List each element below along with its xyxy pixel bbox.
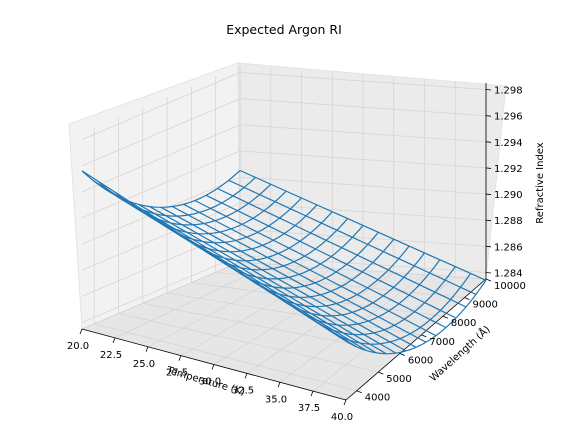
x-tick-mark-1 bbox=[112, 337, 116, 344]
axes bbox=[79, 83, 492, 406]
grid-line-y-6 bbox=[239, 66, 487, 280]
grid-line-z-3 bbox=[81, 176, 487, 245]
y-tick-label-5: 9000 bbox=[472, 300, 497, 311]
y-tick-mark-3 bbox=[421, 334, 427, 338]
z-tick-label-0: 1.284 bbox=[494, 268, 523, 279]
y-tick-mark-2 bbox=[399, 353, 405, 356]
z-tick-label-1: 1.286 bbox=[494, 242, 523, 253]
x-tick-label-8: 40.0 bbox=[331, 412, 353, 423]
surface-line-wavelength-3 bbox=[115, 194, 377, 354]
y-tick-label-2: 6000 bbox=[408, 355, 433, 366]
x-tick-label-4: 30.0 bbox=[199, 377, 221, 388]
grid-line-z-4 bbox=[81, 150, 487, 219]
grid-line-z-2 bbox=[81, 202, 487, 271]
grid-line-y-1 bbox=[118, 117, 379, 373]
x-tick-mark-7 bbox=[310, 390, 314, 397]
surface-line-wavelength-12 bbox=[217, 187, 467, 308]
grid-line-y-5 bbox=[215, 76, 465, 298]
y-tick-mark-0 bbox=[356, 390, 362, 394]
chart-title: Expected Argon RI bbox=[226, 22, 342, 37]
surface-line-wavelength-8 bbox=[172, 205, 427, 343]
z-tick-label-7: 1.298 bbox=[494, 86, 523, 97]
y-axis-label: Wavelength (Å) bbox=[427, 323, 493, 384]
x-tick-mark-3 bbox=[178, 355, 182, 361]
z-tick-mark-7 bbox=[485, 89, 492, 91]
z-tick-mark-0 bbox=[485, 272, 492, 274]
y-tick-label-1: 5000 bbox=[386, 374, 411, 385]
z-tick-mark-2 bbox=[485, 219, 492, 222]
tick-labels: 20.0 22.5 25.0 27.5 30.0 32.5 35.0 37.5 40.0 4000… bbox=[67, 86, 526, 423]
grid-line-z-5 bbox=[81, 124, 487, 193]
surface-line-wavelength-11 bbox=[205, 194, 457, 319]
surface-wireframe bbox=[81, 169, 487, 355]
surface-line-wavelength-6 bbox=[149, 206, 407, 352]
surface-line-wavelength-7 bbox=[160, 206, 417, 348]
z-tick-label-2: 1.288 bbox=[494, 216, 523, 227]
z-tick-mark-4 bbox=[485, 167, 492, 169]
grid-line-z-0 bbox=[81, 255, 487, 323]
y-axis-line bbox=[345, 278, 487, 401]
z-tick-mark-3 bbox=[485, 193, 492, 195]
x-tick-label-3: 27.5 bbox=[166, 368, 188, 379]
z-tick-mark-1 bbox=[485, 245, 492, 248]
x-tick-label-1: 22.5 bbox=[100, 350, 122, 361]
x-tick-label-2: 25.0 bbox=[133, 359, 155, 370]
surface-line-wavelength-13 bbox=[228, 179, 477, 295]
grid-line-z-7 bbox=[81, 72, 487, 140]
z-axis-label: Refractive Index bbox=[535, 142, 546, 223]
x-tick-label-7: 37.5 bbox=[298, 403, 320, 414]
grid-lines bbox=[81, 66, 487, 401]
surface-line-wavelength-4 bbox=[126, 200, 387, 355]
y-tick-mark-6 bbox=[485, 278, 492, 282]
x-tick-mark-0 bbox=[79, 328, 83, 335]
grid-line-y-3 bbox=[166, 96, 422, 336]
z-tick-label-5: 1.294 bbox=[494, 138, 523, 149]
grid-line-y-2 bbox=[142, 107, 400, 354]
y-tick-label-3: 7000 bbox=[429, 337, 454, 348]
x-tick-label-6: 35.0 bbox=[265, 394, 287, 405]
surface-line-wavelength-14 bbox=[239, 169, 487, 281]
z-tick-mark-5 bbox=[485, 141, 492, 143]
x-tick-mark-5 bbox=[244, 373, 248, 379]
x-tick-label-0: 20.0 bbox=[67, 341, 89, 352]
y-tick-label-6: 10000 bbox=[494, 281, 526, 292]
z-tick-label-3: 1.290 bbox=[494, 190, 523, 201]
y-tick-mark-4 bbox=[442, 315, 449, 319]
y-tick-mark-5 bbox=[464, 297, 470, 300]
grid-line-z-1 bbox=[81, 228, 487, 297]
x-tick-label-5: 32.5 bbox=[232, 385, 254, 396]
grid-line-y-4 bbox=[191, 86, 443, 317]
z-tick-mark-6 bbox=[485, 115, 492, 117]
x-tick-mark-2 bbox=[145, 346, 149, 352]
x-tick-mark-4 bbox=[211, 364, 215, 370]
z-tick-label-4: 1.292 bbox=[494, 164, 523, 175]
y-tick-label-0: 4000 bbox=[365, 393, 390, 404]
grid-line-z-6 bbox=[81, 98, 487, 166]
y-tick-label-4: 8000 bbox=[451, 318, 476, 329]
y-tick-mark-1 bbox=[378, 371, 384, 375]
z-tick-label-6: 1.296 bbox=[494, 112, 523, 123]
x-tick-mark-6 bbox=[277, 382, 281, 388]
surface-line-wavelength-5 bbox=[138, 203, 397, 354]
surface-line-wavelength-10 bbox=[194, 199, 447, 329]
x-tick-mark-8 bbox=[343, 399, 347, 406]
grid-line-y-0 bbox=[93, 127, 357, 392]
surface-line-wavelength-9 bbox=[183, 203, 437, 337]
